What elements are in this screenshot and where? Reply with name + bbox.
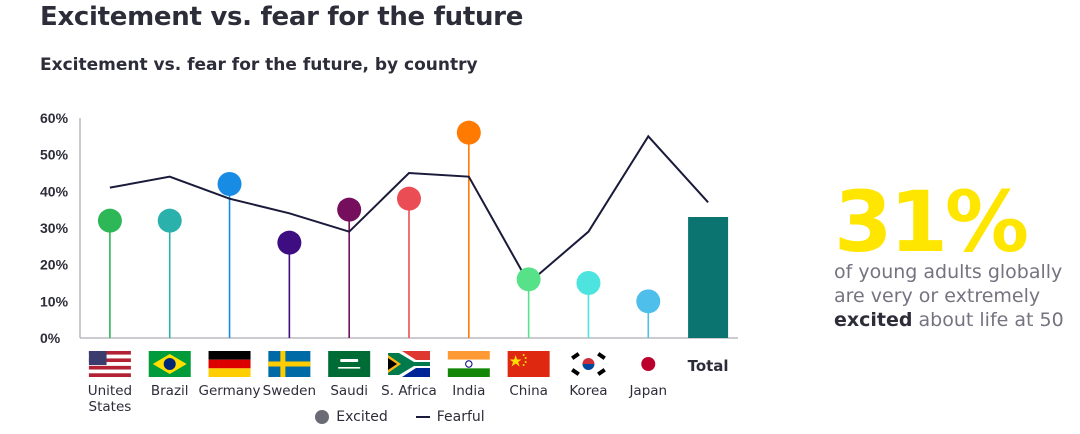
excited-point (97, 208, 122, 233)
total-bar (688, 217, 729, 338)
south-africa-flag-icon (388, 351, 430, 377)
excited-point (217, 172, 242, 196)
legend-label-fearful: Fearful (436, 409, 485, 425)
brazil-flag-icon (148, 351, 191, 377)
category-label: Brazil (151, 383, 189, 399)
chart-legend: Excited Fearful (0, 409, 800, 425)
y-tick-label: 0% (40, 330, 61, 346)
excited-point (456, 120, 481, 145)
china-flag-icon (507, 351, 550, 377)
category-label: Germany (199, 383, 261, 399)
korea-flag-icon (567, 351, 610, 377)
legend-item-fearful: Fearful (415, 409, 485, 425)
legend-item-excited: Excited (315, 409, 388, 425)
india-flag-icon (447, 351, 490, 377)
total-label: Total (688, 357, 729, 375)
category-label: Sweden (263, 383, 316, 399)
category-label: United (88, 383, 132, 399)
callout-number: 31% (834, 173, 1029, 271)
callout-text: of young adults globally are very or ext… (834, 260, 1074, 332)
chart-subtitle: Excitement vs. fear for the future, by c… (40, 55, 478, 75)
japan-flag-icon (627, 351, 670, 377)
category-label: Saudi (330, 383, 368, 399)
us-flag-icon (88, 351, 131, 377)
y-tick-label: 40% (40, 183, 69, 199)
y-tick-label: 10% (40, 293, 69, 309)
legend-label-excited: Excited (336, 409, 388, 425)
legend-line-icon (415, 416, 430, 418)
saudi-flag-icon (328, 351, 371, 377)
y-tick-label: 30% (40, 220, 69, 236)
excited-point (157, 208, 182, 233)
excited-point (516, 267, 541, 292)
category-label: States (89, 399, 132, 415)
y-tick-label: 20% (40, 257, 69, 273)
category-label: S. Africa (381, 383, 437, 399)
excited-point (636, 289, 661, 314)
fearful-line (109, 134, 709, 285)
excited-point (576, 271, 601, 295)
legend-dot-icon (315, 410, 330, 424)
germany-flag-icon (208, 351, 251, 377)
excited-point (277, 230, 302, 255)
chart-title: Excitement vs. fear for the future (40, 2, 524, 32)
stat-callout: 31% of young adults globally are very or… (834, 180, 1074, 332)
category-label: China (509, 383, 548, 399)
callout-text-before: of young adults globally are very or ext… (834, 261, 1063, 307)
excited-point (337, 197, 362, 222)
sweden-flag-icon (268, 351, 311, 377)
y-tick-label: 50% (40, 147, 69, 163)
category-label: Korea (569, 383, 607, 399)
y-tick-label: 60% (40, 110, 69, 126)
excited-point (397, 186, 421, 211)
category-label: India (452, 383, 485, 399)
callout-text-bold: excited (834, 309, 913, 331)
category-label: Japan (628, 383, 667, 399)
callout-text-after: about life at 50 (912, 309, 1064, 331)
